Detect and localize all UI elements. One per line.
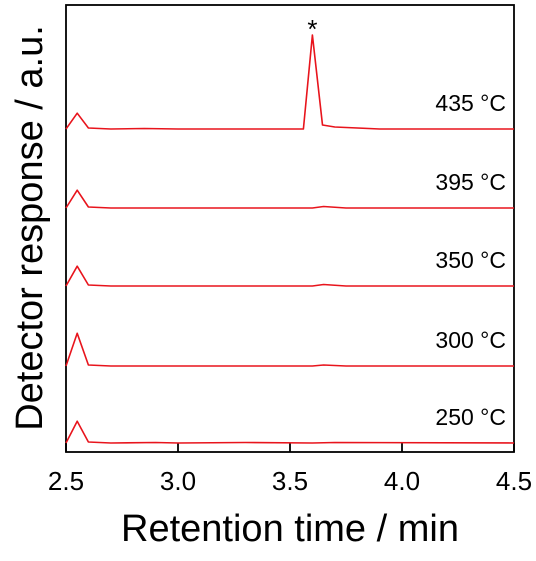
x-ticks: 2.5 3.0 3.5 4.0 4.5 <box>48 443 532 496</box>
trace-label: 300 °C <box>435 327 506 353</box>
x-tick-label: 4.5 <box>496 466 532 496</box>
trace-labels: 435 °C 395 °C 350 °C 300 °C 250 °C <box>435 90 506 430</box>
trace-label: 435 °C <box>435 90 506 116</box>
x-tick-label: 3.0 <box>160 466 196 496</box>
trace-label: 250 °C <box>435 404 506 430</box>
trace-label: 395 °C <box>435 169 506 195</box>
x-tick-label: 4.0 <box>384 466 420 496</box>
x-tick-label: 3.5 <box>272 466 308 496</box>
trace-line <box>65 265 514 287</box>
x-axis-label: Retention time / min <box>121 508 459 550</box>
trace-label: 350 °C <box>435 247 506 273</box>
x-tick-label: 2.5 <box>48 466 84 496</box>
plot-frame <box>65 4 515 453</box>
y-axis-label: Detector response / a.u. <box>9 25 51 431</box>
traces <box>65 34 515 444</box>
trace-line <box>65 332 514 367</box>
trace-line <box>65 34 514 130</box>
peak-marker: * <box>307 14 317 44</box>
trace-line <box>65 189 514 209</box>
trace-line <box>65 420 515 444</box>
